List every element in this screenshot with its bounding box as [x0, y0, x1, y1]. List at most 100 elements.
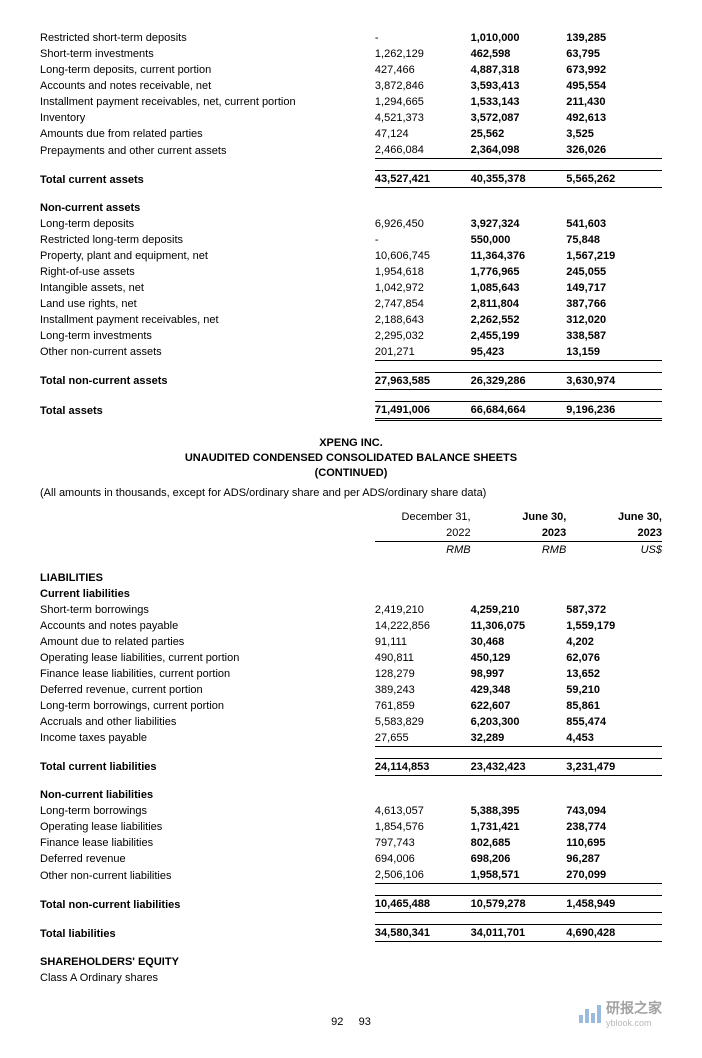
document-header: XPENG INC. UNAUDITED CONDENSED CONSOLIDA… — [40, 436, 662, 482]
col-header: June 30, — [471, 509, 567, 525]
table-row: Inventory4,521,3733,572,087492,613 — [40, 110, 662, 126]
row-label: Inventory — [40, 110, 375, 126]
company-name: XPENG INC. — [40, 436, 662, 451]
table-row: Accruals and other liabilities5,583,8296… — [40, 714, 662, 730]
row-label: Accruals and other liabilities — [40, 714, 375, 730]
row-value: 5,565,262 — [566, 171, 662, 188]
column-header-row: RMB RMB US$ — [40, 541, 662, 558]
bar-chart-icon — [579, 1003, 601, 1023]
row-value: 270,099 — [566, 867, 662, 884]
row-value: 23,432,423 — [471, 758, 567, 775]
row-value: 1,954,618 — [375, 264, 471, 280]
table-row: Right-of-use assets1,954,6181,776,965245… — [40, 264, 662, 280]
row-value: 550,000 — [471, 232, 567, 248]
row-label: Total liabilities — [40, 925, 375, 942]
row-value: 139,285 — [566, 30, 662, 46]
row-value: 495,554 — [566, 78, 662, 94]
row-value: 110,695 — [566, 835, 662, 851]
table-row: Long-term deposits, current portion427,4… — [40, 62, 662, 78]
row-value: 75,848 — [566, 232, 662, 248]
row-label: Total current assets — [40, 171, 375, 188]
table-row: Installment payment receivables, net, cu… — [40, 94, 662, 110]
shareholders-equity-header: SHAREHOLDERS' EQUITY — [40, 954, 375, 970]
row-label: Finance lease liabilities — [40, 835, 375, 851]
row-value: 5,583,829 — [375, 714, 471, 730]
row-value: 4,690,428 — [566, 925, 662, 942]
col-header: 2023 — [471, 525, 567, 542]
row-value: 429,348 — [471, 682, 567, 698]
watermark-url: yblook.com — [606, 1018, 662, 1028]
row-value: 2,455,199 — [471, 328, 567, 344]
table-row: Property, plant and equipment, net10,606… — [40, 248, 662, 264]
row-value: 338,587 — [566, 328, 662, 344]
total-non-current-liabilities-row: Total non-current liabilities 10,465,488… — [40, 896, 662, 913]
col-header: December 31, — [375, 509, 471, 525]
row-label: Total non-current assets — [40, 372, 375, 389]
row-value: 245,055 — [566, 264, 662, 280]
row-value: 1,085,643 — [471, 280, 567, 296]
row-value: 211,430 — [566, 94, 662, 110]
row-value: 96,287 — [566, 851, 662, 867]
row-value: 4,453 — [566, 730, 662, 747]
row-value: 62,076 — [566, 650, 662, 666]
table-row: Other non-current liabilities2,506,1061,… — [40, 867, 662, 884]
table-row: Finance lease liabilities, current porti… — [40, 666, 662, 682]
row-value: 6,203,300 — [471, 714, 567, 730]
row-value: 95,423 — [471, 344, 567, 361]
row-value: 3,572,087 — [471, 110, 567, 126]
document-continued: (CONTINUED) — [40, 466, 662, 481]
row-value: 26,329,286 — [471, 372, 567, 389]
row-value: 27,963,585 — [375, 372, 471, 389]
watermark: 研报之家 yblook.com — [579, 998, 662, 1028]
row-value: 66,684,664 — [471, 401, 567, 419]
row-value: 1,042,972 — [375, 280, 471, 296]
row-value: 91,111 — [375, 634, 471, 650]
page-num-right: 93 — [359, 1016, 371, 1028]
row-label: Amounts due from related parties — [40, 126, 375, 142]
table-row: Operating lease liabilities1,854,5761,73… — [40, 819, 662, 835]
row-value: 541,603 — [566, 216, 662, 232]
table-row: Restricted short-term deposits-1,010,000… — [40, 30, 662, 46]
row-label: Deferred revenue — [40, 851, 375, 867]
row-label: Other non-current liabilities — [40, 867, 375, 884]
total-non-current-assets-row: Total non-current assets 27,963,585 26,3… — [40, 372, 662, 389]
row-value: 149,717 — [566, 280, 662, 296]
row-value: 2,466,084 — [375, 142, 471, 159]
row-label: Accounts and notes receivable, net — [40, 78, 375, 94]
row-value: 32,289 — [471, 730, 567, 747]
row-value: 71,491,006 — [375, 401, 471, 419]
row-value: 238,774 — [566, 819, 662, 835]
row-label: Property, plant and equipment, net — [40, 248, 375, 264]
row-value: 14,222,856 — [375, 618, 471, 634]
row-label: Long-term borrowings, current portion — [40, 698, 375, 714]
row-label: Short-term investments — [40, 46, 375, 62]
table-row: Installment payment receivables, net2,18… — [40, 312, 662, 328]
class-a-shares-label: Class A Ordinary shares — [40, 970, 375, 986]
table-row: Other non-current assets201,27195,42313,… — [40, 344, 662, 361]
row-value: 13,652 — [566, 666, 662, 682]
row-label: Intangible assets, net — [40, 280, 375, 296]
row-value: 3,593,413 — [471, 78, 567, 94]
row-value: 30,468 — [471, 634, 567, 650]
row-value: 3,630,974 — [566, 372, 662, 389]
row-value: 63,795 — [566, 46, 662, 62]
row-value: 10,579,278 — [471, 896, 567, 913]
row-value: 743,094 — [566, 803, 662, 819]
row-value: 1,731,421 — [471, 819, 567, 835]
row-value: 698,206 — [471, 851, 567, 867]
row-value: 43,527,421 — [375, 171, 471, 188]
row-label: Right-of-use assets — [40, 264, 375, 280]
row-label: Long-term borrowings — [40, 803, 375, 819]
row-value: - — [375, 30, 471, 46]
row-value: 450,129 — [471, 650, 567, 666]
row-value: 587,372 — [566, 602, 662, 618]
row-value: 4,613,057 — [375, 803, 471, 819]
row-label: Amount due to related parties — [40, 634, 375, 650]
row-label: Long-term deposits, current portion — [40, 62, 375, 78]
row-label: Deferred revenue, current portion — [40, 682, 375, 698]
row-value: - — [375, 232, 471, 248]
row-label: Other non-current assets — [40, 344, 375, 361]
watermark-text: 研报之家 — [606, 998, 662, 1018]
row-label: Short-term borrowings — [40, 602, 375, 618]
table-row: Restricted long-term deposits-550,00075,… — [40, 232, 662, 248]
